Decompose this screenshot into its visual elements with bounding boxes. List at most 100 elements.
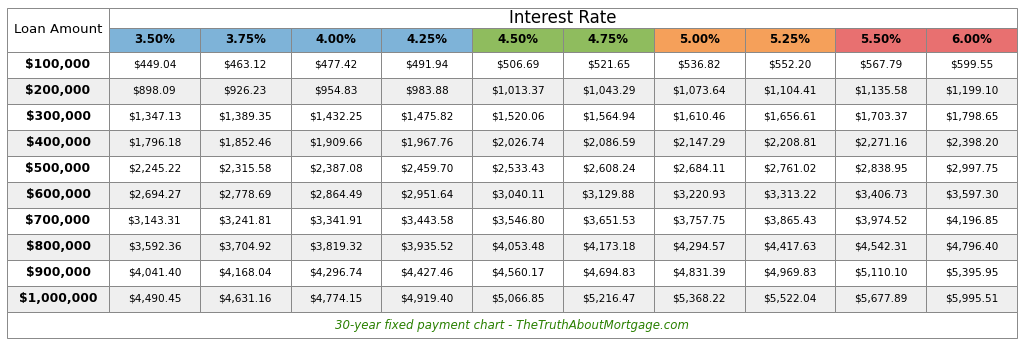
Bar — [744, 286, 836, 312]
Text: $500,000: $500,000 — [26, 162, 90, 175]
Bar — [926, 182, 1017, 208]
Bar — [472, 234, 563, 260]
Text: $200,000: $200,000 — [26, 84, 90, 97]
Text: $2,778.69: $2,778.69 — [218, 190, 272, 200]
Bar — [109, 182, 200, 208]
Bar — [926, 208, 1017, 234]
Text: $2,608.24: $2,608.24 — [582, 164, 635, 174]
Text: $800,000: $800,000 — [26, 240, 90, 254]
Bar — [472, 77, 563, 104]
Bar — [926, 77, 1017, 104]
Bar — [836, 156, 926, 182]
Bar — [926, 234, 1017, 260]
Text: $4,173.18: $4,173.18 — [582, 242, 635, 252]
Bar — [291, 156, 381, 182]
Bar — [472, 104, 563, 130]
Text: $1,798.65: $1,798.65 — [945, 111, 998, 122]
Text: $3,974.52: $3,974.52 — [854, 216, 907, 226]
Text: $5,995.51: $5,995.51 — [945, 294, 998, 304]
Bar — [563, 130, 653, 156]
Text: 4.25%: 4.25% — [407, 33, 447, 46]
Text: $1,703.37: $1,703.37 — [854, 111, 907, 122]
Text: $2,398.20: $2,398.20 — [945, 138, 998, 148]
Text: $954.83: $954.83 — [314, 86, 357, 96]
Bar — [744, 104, 836, 130]
Bar — [563, 286, 653, 312]
Text: $1,199.10: $1,199.10 — [945, 86, 998, 96]
Text: $4,417.63: $4,417.63 — [763, 242, 817, 252]
Text: $506.69: $506.69 — [496, 60, 540, 69]
Bar — [653, 286, 744, 312]
Text: $3,241.81: $3,241.81 — [218, 216, 272, 226]
Bar — [381, 156, 472, 182]
Bar — [7, 234, 109, 260]
Text: $2,315.58: $2,315.58 — [218, 164, 272, 174]
Bar — [7, 182, 109, 208]
Text: $4,542.31: $4,542.31 — [854, 242, 907, 252]
Text: $2,271.16: $2,271.16 — [854, 138, 907, 148]
Text: $983.88: $983.88 — [404, 86, 449, 96]
Text: $3,040.11: $3,040.11 — [490, 190, 545, 200]
Bar — [109, 286, 200, 312]
Bar — [200, 130, 291, 156]
Bar — [381, 104, 472, 130]
Text: $4,427.46: $4,427.46 — [400, 268, 454, 278]
Text: $3,704.92: $3,704.92 — [218, 242, 272, 252]
Bar — [109, 260, 200, 286]
Text: $1,347.13: $1,347.13 — [128, 111, 181, 122]
Text: $2,761.02: $2,761.02 — [763, 164, 817, 174]
Bar — [472, 130, 563, 156]
Bar — [381, 234, 472, 260]
Bar — [563, 77, 653, 104]
Text: $2,997.75: $2,997.75 — [945, 164, 998, 174]
Bar — [926, 130, 1017, 156]
Text: $300,000: $300,000 — [26, 110, 90, 123]
Bar — [200, 77, 291, 104]
Bar — [744, 260, 836, 286]
Bar — [744, 52, 836, 77]
Text: Interest Rate: Interest Rate — [509, 9, 616, 27]
Bar — [653, 77, 744, 104]
Text: $700,000: $700,000 — [26, 214, 90, 227]
Bar — [200, 208, 291, 234]
Text: $5,368.22: $5,368.22 — [673, 294, 726, 304]
Bar — [381, 77, 472, 104]
Text: $4,919.40: $4,919.40 — [400, 294, 454, 304]
Bar — [291, 77, 381, 104]
Bar — [836, 208, 926, 234]
Bar — [291, 208, 381, 234]
Bar — [653, 130, 744, 156]
Bar — [472, 260, 563, 286]
Text: $3,865.43: $3,865.43 — [763, 216, 817, 226]
Bar — [200, 286, 291, 312]
Bar — [109, 234, 200, 260]
Text: $2,026.74: $2,026.74 — [490, 138, 545, 148]
Bar — [472, 208, 563, 234]
Text: $3,935.52: $3,935.52 — [400, 242, 454, 252]
Bar — [563, 104, 653, 130]
Text: $4,560.17: $4,560.17 — [490, 268, 545, 278]
Text: $2,533.43: $2,533.43 — [490, 164, 545, 174]
Text: $1,520.06: $1,520.06 — [490, 111, 545, 122]
Bar — [109, 104, 200, 130]
Bar — [744, 130, 836, 156]
Text: $1,564.94: $1,564.94 — [582, 111, 635, 122]
Text: $521.65: $521.65 — [587, 60, 630, 69]
Text: $1,432.25: $1,432.25 — [309, 111, 362, 122]
Text: $463.12: $463.12 — [223, 60, 267, 69]
Bar — [291, 28, 381, 52]
Bar — [109, 52, 200, 77]
Bar — [836, 28, 926, 52]
Text: $3,651.53: $3,651.53 — [582, 216, 635, 226]
Bar — [7, 77, 109, 104]
Text: $4,969.83: $4,969.83 — [763, 268, 817, 278]
Bar — [381, 208, 472, 234]
Text: $2,951.64: $2,951.64 — [400, 190, 454, 200]
Text: $4,041.40: $4,041.40 — [128, 268, 181, 278]
Text: $4,490.45: $4,490.45 — [128, 294, 181, 304]
Bar — [200, 52, 291, 77]
Bar — [291, 286, 381, 312]
Text: $4,296.74: $4,296.74 — [309, 268, 362, 278]
Bar — [563, 234, 653, 260]
Text: $1,909.66: $1,909.66 — [309, 138, 362, 148]
